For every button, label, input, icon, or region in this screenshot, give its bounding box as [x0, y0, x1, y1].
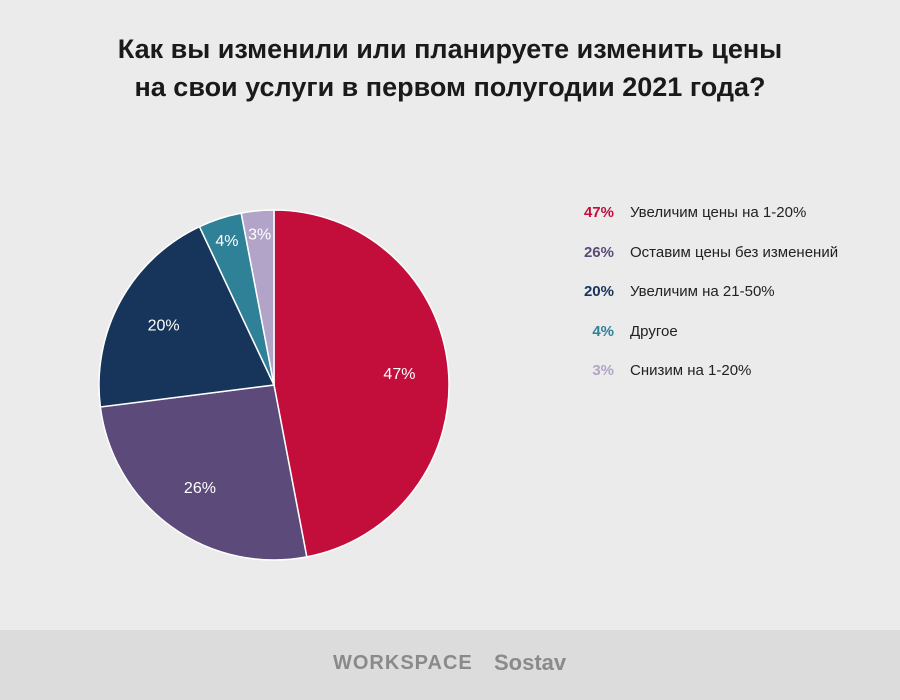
pie-slice-label: 4% [215, 233, 238, 250]
footer: WORKSPACE Sostav [0, 630, 900, 700]
legend-item: 26% Оставим цены без изменений [566, 233, 838, 273]
legend-label: Снизим на 1-20% [630, 362, 752, 380]
chart-title: Как вы изменили или планируете изменить … [0, 30, 900, 106]
legend-percent: 20% [583, 283, 614, 301]
legend-percent: 47% [583, 204, 614, 222]
pie-slice [99, 384, 308, 561]
pie-slice-label: 20% [148, 317, 180, 334]
legend-percent: 4% [592, 322, 614, 340]
pie-chart: 47% 26% 20% 4% 3% [98, 209, 450, 561]
pie-slice [98, 225, 276, 408]
legend-item: 4% Другое [566, 312, 838, 352]
legend-percent: 26% [583, 243, 614, 261]
workspace-logo: WORKSPACE [333, 652, 473, 674]
chart-legend: 47% Увеличим цены на 1-20% 26% Оставим ц… [566, 193, 838, 391]
legend-label: Оставим цены без изменений [630, 243, 839, 261]
legend-item: 47% Увеличим цены на 1-20% [566, 193, 838, 233]
pie-slice-label: 26% [184, 480, 216, 497]
pie-slice-label: 3% [248, 226, 271, 243]
legend-item: 3% Снизим на 1-20% [566, 351, 838, 391]
legend-item: 20% Увеличим на 21-50% [566, 272, 838, 312]
pie-slice [273, 209, 450, 558]
legend-percent: 3% [592, 362, 614, 380]
legend-label: Увеличим цены на 1-20% [630, 204, 807, 222]
legend-label: Увеличим на 21-50% [630, 283, 775, 301]
sostav-logo: Sostav [494, 650, 567, 675]
pie-slice [240, 209, 275, 386]
chart-title-line-1: Как вы изменили или планируете изменить … [117, 34, 783, 64]
chart-title-line-2: на свои услуги в первом полугодии 2021 г… [134, 72, 766, 102]
legend-label: Другое [630, 322, 678, 340]
pie-slice-label: 47% [383, 366, 415, 383]
